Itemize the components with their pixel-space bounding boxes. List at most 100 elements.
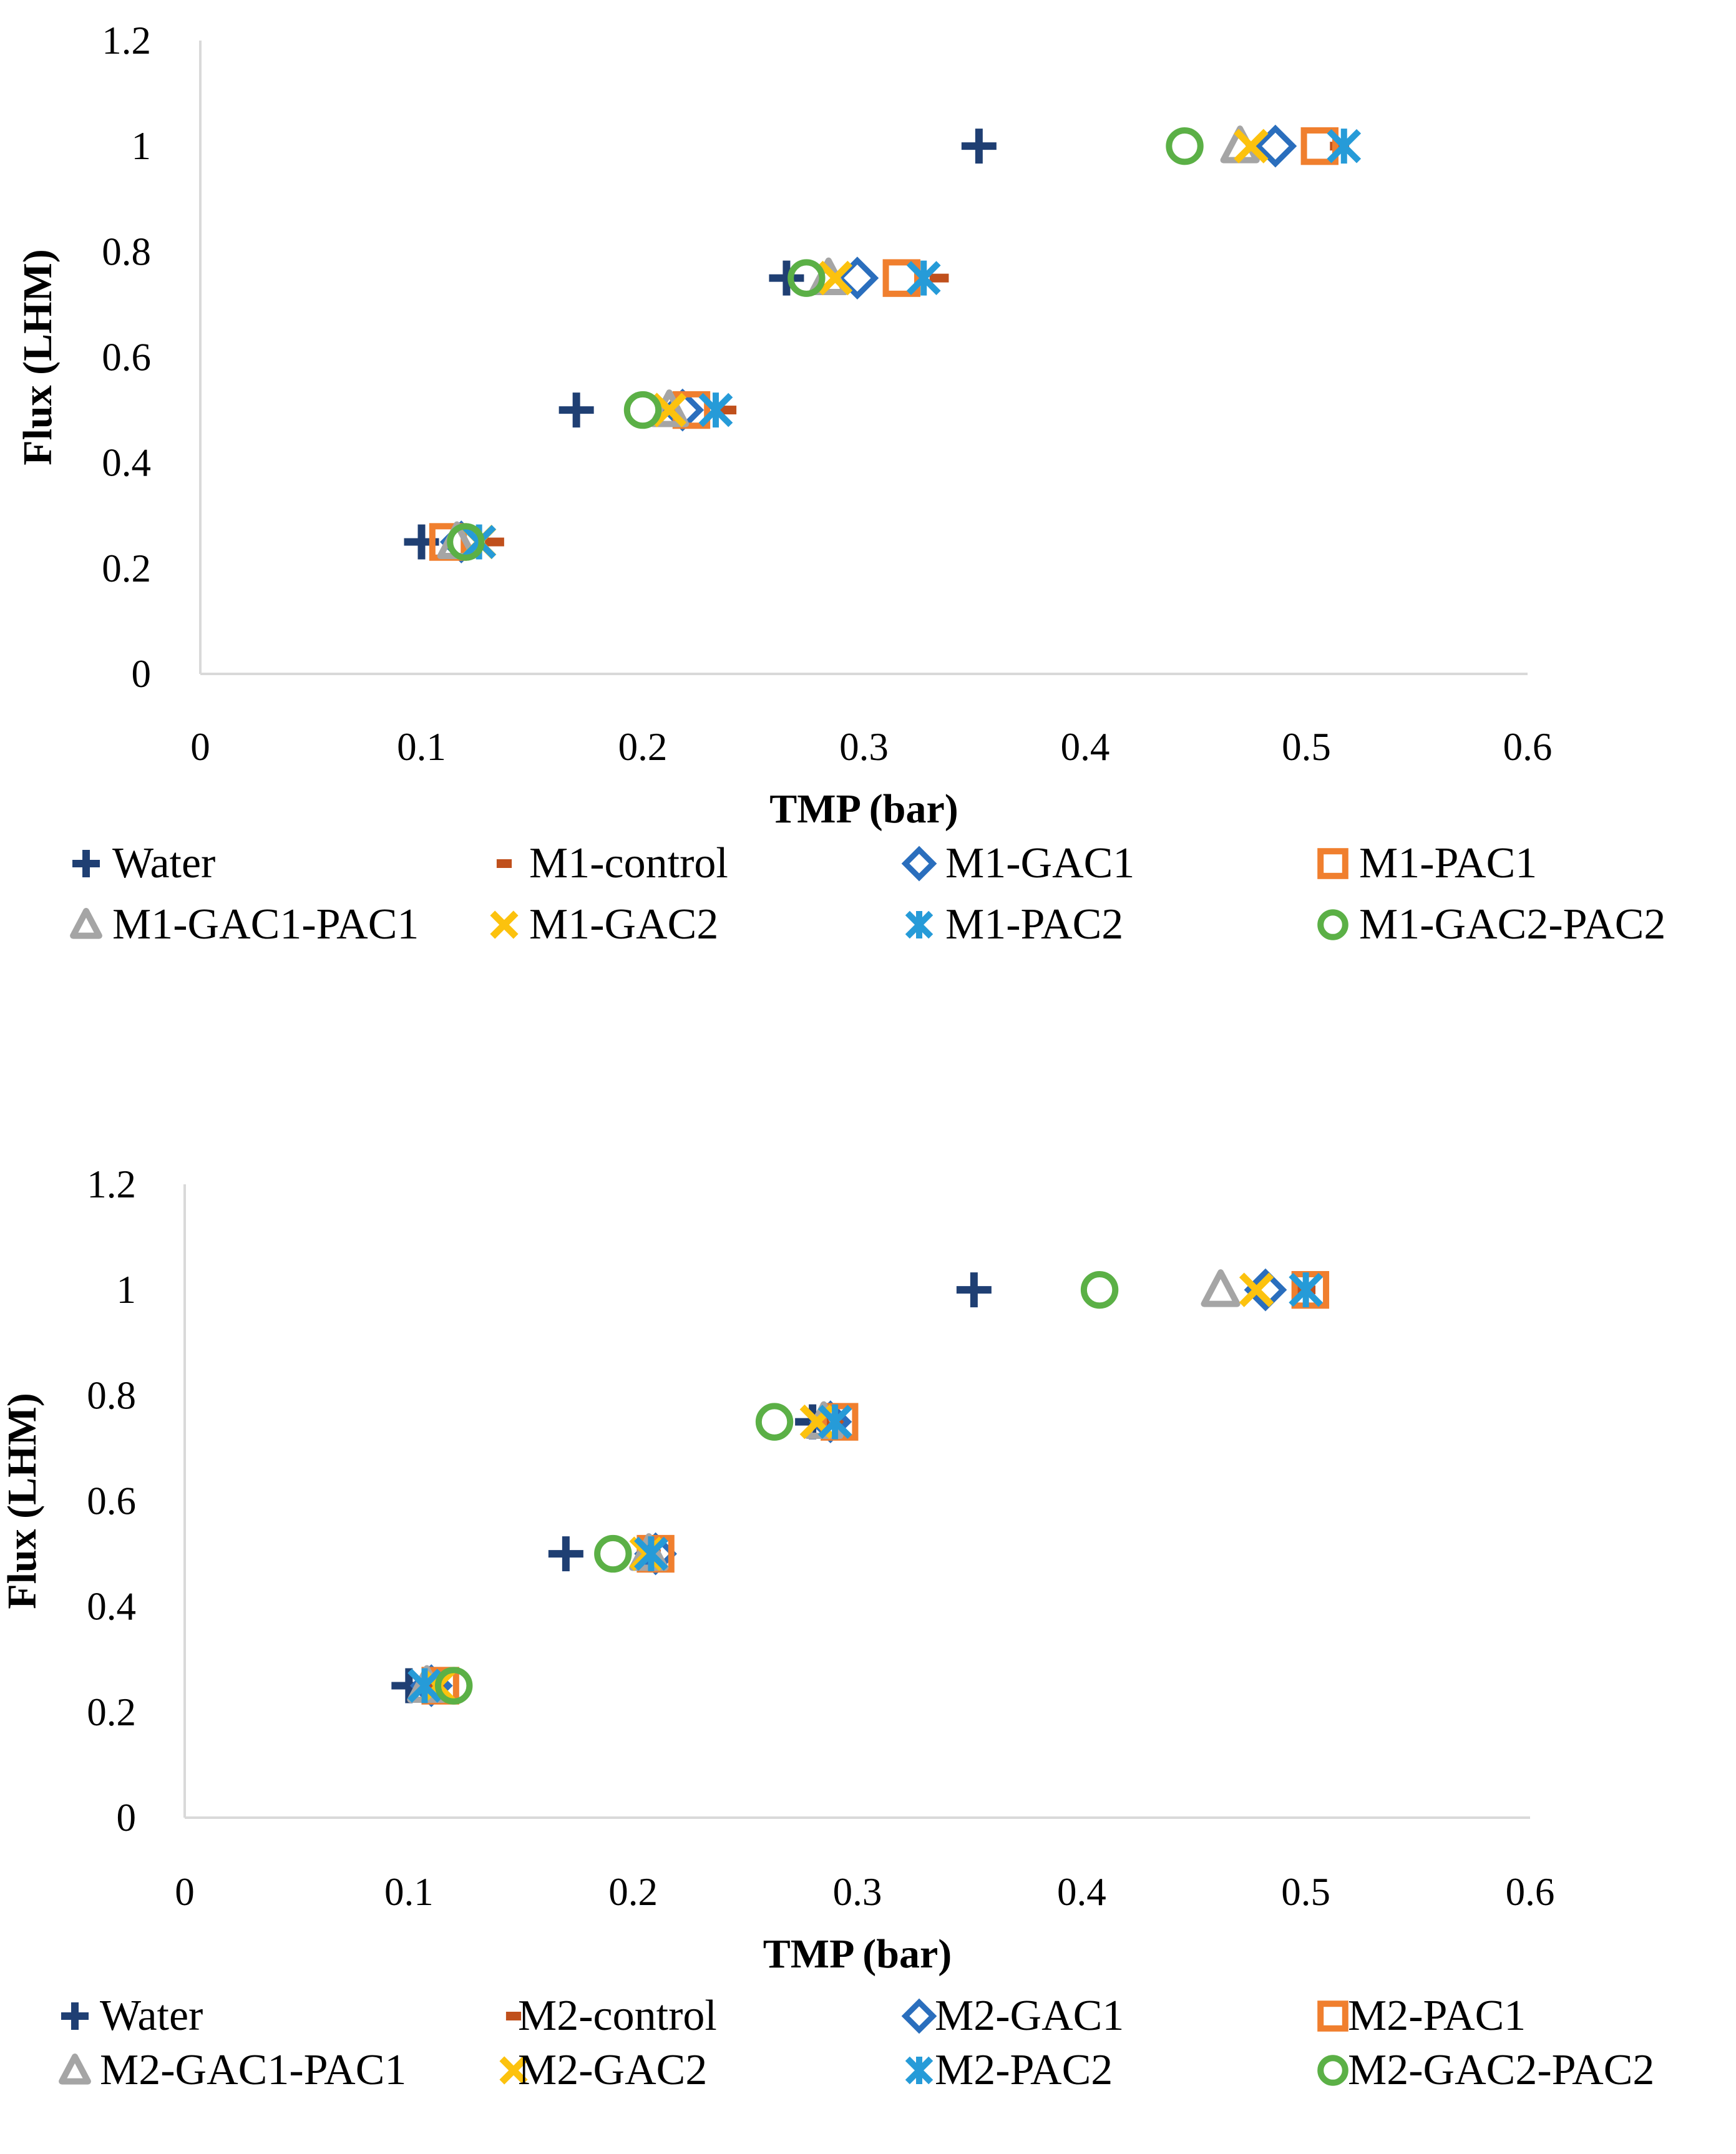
- series-m2-pac1: [421, 1270, 1330, 1705]
- series-m1-gac1-pac1: [437, 125, 1260, 559]
- legend-label: Water: [112, 839, 215, 887]
- legend-label: M1-PAC1: [1359, 839, 1537, 887]
- y-tick-label: 0.4: [87, 1585, 136, 1629]
- legend-marker: [496, 859, 512, 868]
- data-point: [755, 1403, 794, 1441]
- legend-marker: [1317, 848, 1348, 879]
- data-point: [558, 392, 594, 428]
- data-point: [1327, 129, 1362, 164]
- data-point: [817, 1404, 852, 1440]
- legend-label: M2-GAC2-PAC2: [1348, 2046, 1654, 2094]
- x-tick-label: 0.6: [1506, 1870, 1555, 1914]
- data-point: [929, 273, 949, 283]
- legend-marker: [901, 1998, 937, 2034]
- x-tick-label: 0.5: [1282, 725, 1331, 769]
- x-axis-title: TMP (bar): [763, 1931, 952, 1977]
- y-tick-label: 0: [117, 1796, 137, 1840]
- chart-1: 0 0.1 0.2 0.3 0.4 0.5 0.6 0 0.2 0.4 0.6 0.8 1 1.2 TMP …: [15, 19, 1665, 948]
- x-tick-label: 0.1: [384, 1870, 434, 1914]
- legend-label: M2-control: [518, 1992, 717, 2040]
- series-m2-gac2-pac2: [435, 1270, 1119, 1705]
- legend-label: M1-GAC1-PAC1: [112, 900, 419, 948]
- legend: Water M1-control M1-GAC1 M1-PAC1 M1-GAC1-PAC…: [70, 839, 1665, 948]
- data-point: [548, 1536, 583, 1572]
- y-axis-title: Flux (LHM): [15, 249, 61, 465]
- data-point: [961, 129, 997, 164]
- legend-label: M1-GAC2-PAC2: [1359, 900, 1665, 948]
- data-point: [435, 1667, 473, 1705]
- y-tick-label: 1.2: [102, 19, 151, 62]
- x-tick-label: 0.2: [608, 1870, 658, 1914]
- legend-marker: [901, 846, 937, 882]
- series-m1-gac2: [461, 129, 1269, 560]
- legend-label: M1-PAC2: [945, 900, 1123, 948]
- data-point: [651, 392, 687, 427]
- x-tick-label: 0.4: [1057, 1870, 1106, 1914]
- legend-marker: [905, 910, 934, 939]
- legend-label: M1-GAC1: [945, 839, 1134, 887]
- x-tick-label: 0.4: [1061, 725, 1110, 769]
- data-point: [1201, 1269, 1241, 1307]
- x-tick-label: 0.6: [1503, 725, 1553, 769]
- legend-marker: [490, 910, 519, 939]
- data-point: [594, 1534, 632, 1573]
- data-point: [1239, 1272, 1274, 1307]
- data-point: [1080, 1270, 1119, 1309]
- data-point: [407, 1668, 442, 1703]
- x-tick-label: 0.1: [397, 725, 446, 769]
- series-m2-gac1-pac1: [407, 1269, 1241, 1703]
- legend-marker: [905, 2056, 934, 2085]
- y-tick-label: 1.2: [87, 1162, 136, 1206]
- legend: Water M2-control M2-GAC1 M2-PAC1 M2-GAC1-PAC…: [59, 1992, 1654, 2094]
- data-point: [623, 391, 662, 429]
- series-m1-pac2: [462, 129, 1362, 560]
- data-point: [447, 523, 485, 561]
- data-point: [769, 260, 804, 296]
- y-axis-title: Flux (LHM): [0, 1393, 45, 1609]
- legend-label: M1-control: [529, 839, 728, 887]
- series-m2-control: [426, 1285, 1316, 1690]
- data-point: [1234, 129, 1269, 163]
- series-m2-gac1: [409, 1268, 1287, 1707]
- data-point: [629, 1536, 664, 1571]
- series-m1-gac2-pac2: [447, 127, 1204, 561]
- legend-label: M2-GAC1: [935, 1992, 1124, 2040]
- series-m1-gac1: [439, 124, 1297, 563]
- y-tick-label: 0.8: [102, 230, 151, 273]
- legend-label: M1-GAC2: [529, 900, 718, 948]
- chart-2: 0 0.1 0.2 0.3 0.4 0.5 0.6 0 0.2 0.4 0.6 0.8 1 1.2 TMP …: [0, 1162, 1654, 2094]
- series-m1-control: [485, 142, 1350, 547]
- data-point: [956, 1272, 992, 1308]
- data-point: [1291, 1270, 1330, 1309]
- legend-label: M2-PAC2: [935, 2046, 1113, 2094]
- series-water: [404, 129, 997, 560]
- data-point: [1289, 1272, 1324, 1308]
- legend-marker: [70, 908, 102, 939]
- y-tick-label: 0.6: [87, 1479, 136, 1523]
- legend-marker: [59, 2054, 91, 2085]
- y-tick-label: 0.4: [102, 441, 151, 485]
- y-tick-label: 1: [132, 124, 152, 168]
- x-tick-label: 0.2: [618, 725, 668, 769]
- legend-marker: [1317, 2055, 1348, 2086]
- x-tick-label: 0: [190, 725, 210, 769]
- y-tick-label: 1: [117, 1268, 137, 1312]
- data-point: [1254, 124, 1297, 168]
- legend-marker: [499, 2056, 528, 2085]
- series-m1-pac1: [429, 127, 1339, 561]
- legend-label: M2-GAC2: [518, 2046, 707, 2094]
- x-tick-label: 0.3: [833, 1870, 882, 1914]
- x-tick-label: 0.5: [1281, 1870, 1330, 1914]
- legend-marker: [505, 2012, 522, 2020]
- data-point: [634, 1536, 668, 1572]
- data-point: [485, 537, 504, 547]
- legend-marker: [1317, 909, 1348, 940]
- x-tick-label: 0: [175, 1870, 195, 1914]
- data-point: [788, 259, 826, 297]
- data-point: [817, 260, 853, 296]
- y-tick-label: 0.2: [87, 1690, 136, 1734]
- data-point: [882, 259, 920, 297]
- x-axis-title: TMP (bar): [769, 786, 958, 832]
- data-point: [698, 392, 733, 428]
